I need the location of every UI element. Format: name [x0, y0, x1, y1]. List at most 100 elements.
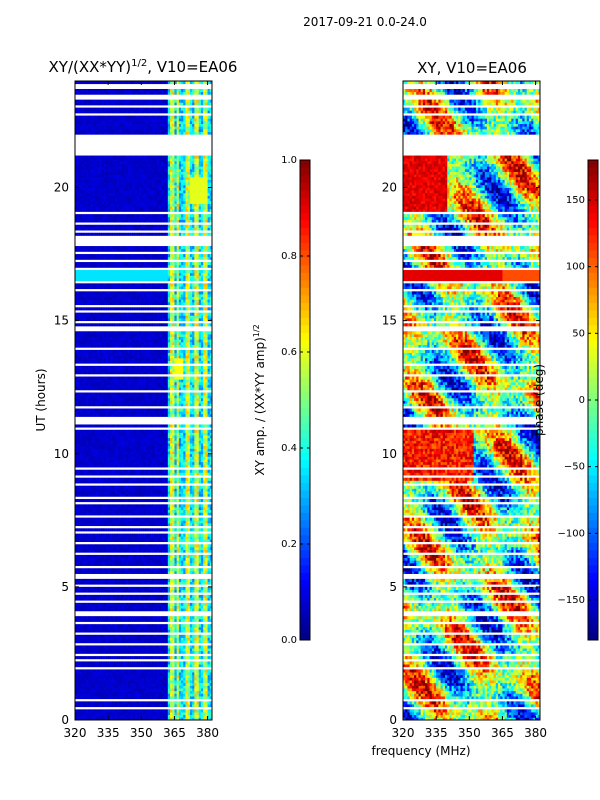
- amp-cell: [203, 685, 206, 689]
- amp-cell: [185, 674, 189, 678]
- amp-cell: [143, 704, 147, 708]
- amp-cell: [110, 674, 113, 678]
- amp-cell: [200, 685, 204, 689]
- amp-cell: [178, 709, 182, 713]
- amp-cell: [156, 704, 160, 708]
- amp-cell: [198, 674, 202, 678]
- amp-cell: [81, 693, 85, 697]
- amp-cell: [158, 717, 162, 721]
- amp-cell: [81, 690, 85, 694]
- amp-cell: [198, 677, 202, 681]
- amp-cell: [161, 704, 164, 708]
- amp-cell: [194, 690, 197, 694]
- amp-cell: [105, 677, 109, 681]
- amp-cell: [196, 717, 200, 721]
- amp-cell: [92, 672, 96, 676]
- amp-cell: [99, 672, 102, 676]
- amp-cell: [139, 690, 142, 694]
- amp-cell: [154, 682, 158, 686]
- amp-cell: [145, 690, 149, 694]
- amp-cell: [181, 696, 184, 700]
- amp-cell: [176, 701, 180, 705]
- amp-cell: [170, 701, 173, 705]
- amp-cell: [125, 674, 129, 678]
- amp-cell: [88, 709, 91, 713]
- amp-cell: [130, 701, 133, 705]
- amp-cell: [132, 709, 136, 713]
- amp-cell: [132, 701, 136, 705]
- amp-cell: [121, 690, 125, 694]
- amp-cell: [163, 674, 166, 678]
- amp-cell: [88, 717, 91, 721]
- amp-cell: [97, 680, 100, 684]
- amp-cell: [110, 682, 113, 686]
- amp-cell: [163, 688, 166, 692]
- amp-cell: [150, 704, 153, 708]
- amp-cell: [167, 677, 171, 681]
- amp-cell: [110, 712, 113, 716]
- amp-cell: [103, 677, 107, 681]
- amp-cell: [112, 704, 116, 708]
- amp-cell: [185, 712, 189, 716]
- amp-cell: [170, 712, 173, 716]
- amp-cell: [150, 688, 153, 692]
- amp-cell: [75, 674, 78, 678]
- amp-cell: [125, 688, 129, 692]
- amp-cell: [114, 696, 118, 700]
- amp-cell: [116, 696, 120, 700]
- amp-cell: [86, 690, 89, 694]
- amp-cell: [158, 690, 162, 694]
- amp-cell: [203, 688, 206, 692]
- amp-cell: [198, 709, 202, 713]
- amp-cell: [105, 680, 109, 684]
- amp-cell: [161, 714, 164, 718]
- amp-cell: [119, 677, 122, 681]
- amp-cell: [209, 682, 213, 686]
- amp-cell: [128, 682, 131, 686]
- amp-cell: [156, 693, 160, 697]
- amp-cell: [77, 709, 80, 713]
- amp-cell: [174, 712, 178, 716]
- amp-cell: [170, 717, 173, 721]
- amp-cell: [176, 693, 180, 697]
- amp-cell: [194, 701, 197, 705]
- amp-cell: [196, 688, 200, 692]
- amp-cell: [207, 674, 211, 678]
- amp-cell: [194, 712, 197, 716]
- amp-cell: [165, 712, 169, 716]
- amp-cell: [97, 690, 100, 694]
- amp-cell: [209, 717, 213, 721]
- amp-cell: [183, 714, 186, 718]
- amp-cell: [125, 693, 129, 697]
- amp-cell: [152, 717, 155, 721]
- amp-cell: [192, 704, 195, 708]
- amp-cell: [134, 674, 138, 678]
- amp-cell: [189, 688, 193, 692]
- amp-cell: [174, 680, 178, 684]
- amp-cell: [134, 682, 138, 686]
- amp-cell: [152, 709, 155, 713]
- amp-cell: [105, 690, 109, 694]
- amp-cell: [114, 680, 118, 684]
- amp-cell: [130, 714, 133, 718]
- amp-cell: [99, 690, 102, 694]
- amp-cell: [150, 674, 153, 678]
- amp-cell: [163, 709, 166, 713]
- amp-cell: [88, 712, 91, 716]
- amp-cell: [112, 690, 116, 694]
- amp-cell: [185, 688, 189, 692]
- amp-cell: [101, 688, 105, 692]
- amp-cell: [90, 680, 94, 684]
- amp-cell: [105, 714, 109, 718]
- amp-cell: [141, 674, 144, 678]
- amp-cell: [75, 682, 78, 686]
- amp-cell: [163, 672, 166, 676]
- amp-cell: [161, 709, 164, 713]
- amp-cell: [125, 682, 129, 686]
- amp-cell: [110, 680, 113, 684]
- amp-cell: [181, 677, 184, 681]
- amp-cell: [119, 674, 122, 678]
- amp-cell: [79, 701, 83, 705]
- amp-cell: [200, 690, 204, 694]
- amp-cell: [121, 688, 125, 692]
